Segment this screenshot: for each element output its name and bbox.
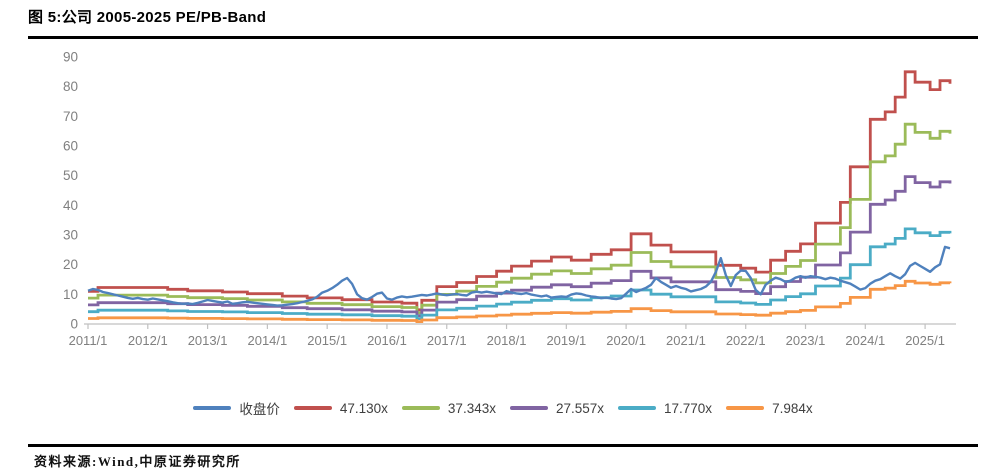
footer-divider-rule bbox=[28, 444, 978, 447]
x-tick-label: 2019/1 bbox=[546, 333, 586, 348]
legend-swatch-line bbox=[509, 406, 548, 410]
axes: 2011/1 2012/1 2013/1 2014/1 2015/1 2016/1 2017… bbox=[63, 50, 956, 348]
pe-band-chart: 2011/1 2012/1 2013/1 2014/1 2015/1 2016/1 2017… bbox=[63, 50, 956, 348]
figure-title: 图 5:公司 2005-2025 PE/PB-Band bbox=[28, 9, 267, 26]
y-tick-label: 30 bbox=[63, 228, 78, 243]
legend-label: 7.984x bbox=[772, 400, 813, 416]
title-divider-rule bbox=[28, 36, 978, 39]
y-tick-label: 60 bbox=[63, 139, 78, 154]
x-tick-label: 2017/1 bbox=[427, 333, 467, 348]
band-line-27.557x bbox=[88, 175, 952, 318]
x-tick-label: 2012/1 bbox=[128, 333, 168, 348]
legend-item: 27.557x bbox=[509, 400, 605, 416]
y-tick-label: 70 bbox=[63, 109, 78, 124]
legend-label: 17.770x bbox=[664, 400, 713, 416]
pe-band-lines bbox=[88, 70, 952, 323]
x-tick-label: 2013/1 bbox=[188, 333, 228, 348]
legend-swatch-line bbox=[293, 406, 332, 410]
x-tick-label: 2023/1 bbox=[786, 333, 826, 348]
y-tick-label: 20 bbox=[63, 257, 78, 272]
legend-label: 47.130x bbox=[339, 400, 388, 416]
price-line bbox=[87, 245, 951, 307]
legend-item: 37.343x bbox=[401, 400, 496, 416]
x-tick-label: 2015/1 bbox=[307, 333, 347, 348]
legend-item: 7.984x bbox=[726, 401, 813, 416]
x-tick-label: 2021/1 bbox=[666, 333, 706, 348]
legend-item: 47.130x bbox=[293, 400, 388, 416]
x-tick-label: 2020/1 bbox=[606, 333, 646, 348]
y-tick-label: 40 bbox=[63, 198, 78, 213]
legend-swatch-line bbox=[401, 406, 440, 410]
legend-swatch-line bbox=[193, 406, 232, 410]
x-tick-label: 2024/1 bbox=[845, 333, 885, 348]
band-line-47.130x bbox=[88, 70, 952, 312]
y-tick-label: 50 bbox=[63, 168, 78, 183]
chart-legend: 收盘价 47.130x 37.343x 27.557x 17.770x 7.984x bbox=[0, 398, 1006, 418]
x-tick-label: 2011/1 bbox=[69, 333, 108, 348]
y-tick-label: 10 bbox=[63, 287, 78, 302]
x-tick-label: 2014/1 bbox=[247, 333, 287, 348]
legend-label: 37.343x bbox=[447, 400, 496, 416]
x-tick-label: 2022/1 bbox=[726, 333, 766, 348]
legend-swatch-line bbox=[726, 406, 765, 410]
legend-item: 收盘价 bbox=[193, 398, 280, 418]
band-line-37.343x bbox=[88, 122, 952, 315]
legend-label: 27.557x bbox=[555, 400, 605, 416]
x-tick-label: 2016/1 bbox=[367, 333, 407, 348]
source-attribution: 资料来源:Wind,中原证券研究所 bbox=[34, 454, 241, 469]
y-tick-label: 80 bbox=[63, 79, 78, 94]
band-line-17.770x bbox=[88, 227, 952, 320]
x-tick-label: 2018/1 bbox=[487, 333, 527, 348]
legend-swatch-line bbox=[618, 406, 657, 410]
y-tick-label: 0 bbox=[70, 317, 78, 332]
legend-item: 17.770x bbox=[618, 401, 712, 416]
x-tick-label: 2025/1 bbox=[905, 333, 945, 348]
band-line-7.984x bbox=[88, 279, 952, 323]
legend-label: 收盘价 bbox=[239, 402, 280, 417]
y-tick-label: 90 bbox=[63, 50, 78, 65]
